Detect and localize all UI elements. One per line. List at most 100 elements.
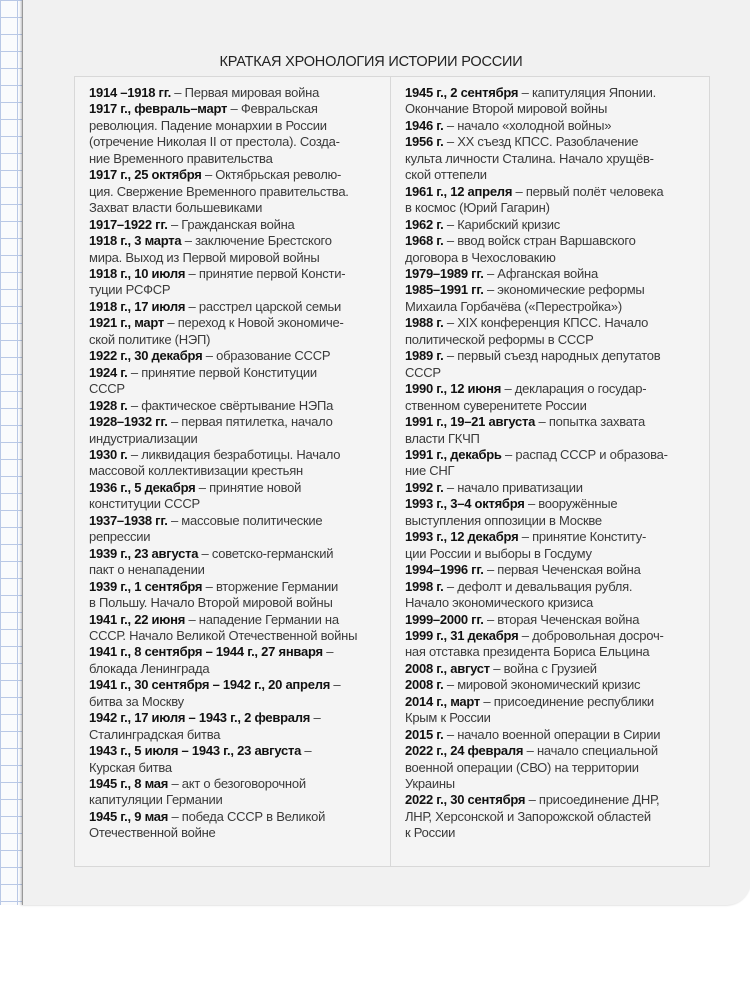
entry-text: – Сталинградская битва [89, 710, 321, 742]
page-title: КРАТКАЯ ХРОНОЛОГИЯ ИСТОРИИ РОССИИ [219, 54, 523, 70]
chronology-entry: 1943 г., 5 июля – 1943 г., 23 августа – … [89, 743, 389, 776]
chronology-entry: 1945 г., 2 сентября – капитуляция Японии… [405, 85, 705, 118]
entry-text: – распад СССР и образова- ние СНГ [405, 446, 668, 479]
entry-date: 1990 г., 12 июня [405, 381, 502, 397]
chronology-entry: 1921 г., март – переход к Новой экономич… [89, 315, 389, 348]
chronology-entry: 1918 г., 10 июля – принятие первой Конст… [89, 266, 389, 299]
chronology-entry: 1941 г., 22 июня – нападение Германии на… [89, 612, 389, 645]
chronology-entry: 1979–1989 гг. – Афганская война [405, 266, 705, 282]
chronology-entry: 1989 г. – первый съезд народных депутато… [405, 348, 705, 381]
entry-date: 1989 г. [405, 348, 444, 364]
entry-date: 1943 г., 5 июля – 1943 г., 23 августа [89, 743, 302, 759]
entry-text: – заключение Брестского мира. Выход из П… [89, 233, 332, 265]
entry-date: 1994–1996 гг. [405, 562, 484, 578]
entry-text: – первая Чеченская война [483, 562, 641, 578]
entry-date: 1956 г. [405, 134, 444, 150]
entry-text: – война с Грузией [489, 660, 597, 676]
entry-text: – первая пятилетка, начало индустриализа… [89, 414, 333, 446]
entry-date: 2022 г., 24 февраля [405, 743, 524, 759]
entry-text: – Карибский кризис [443, 216, 561, 232]
entry-text: – капитуляция Японии. Окончание Второй м… [405, 85, 656, 117]
entry-date: 1918 г., 17 июля [89, 298, 186, 314]
chronology-entry: 1992 г. – начало приватизации [405, 480, 705, 496]
chronology-entry: 1917 г., 25 октября – Октябрьская револю… [89, 167, 389, 216]
chronology-entry: 1917 г., февраль–март – Февральская рево… [89, 101, 389, 167]
entry-text: – декларация о государ- ственном суверен… [405, 381, 647, 413]
chronology-entry: 1945 г., 8 мая – акт о безоговорочной ка… [89, 776, 389, 809]
entry-text: – ввод войск стран Варшавского договора … [405, 233, 636, 265]
chronology-entry: 1993 г., 12 декабря – принятие Конститу-… [405, 529, 705, 562]
entry-date: 1917 г., 25 октября [89, 167, 202, 183]
entry-date: 1961 г., 12 апреля [405, 183, 513, 199]
chronology-entry: 1939 г., 23 августа – советско-германски… [89, 546, 389, 579]
entry-date: 1942 г., 17 июля – 1943 г., 2 февраля [89, 710, 311, 726]
entry-date: 1914 –1918 гг. [89, 85, 171, 100]
entry-date: 1937–1938 гг. [89, 512, 168, 528]
entry-date: 1918 г., 10 июля [89, 265, 186, 281]
entry-date: 1985–1991 гг. [405, 282, 484, 298]
entry-date: 2022 г., 30 сентября [405, 792, 526, 808]
entry-date: 1991 г., декабрь [405, 446, 502, 462]
entry-date: 1939 г., 1 сентября [89, 578, 203, 594]
entry-text: – первый съезд народных депутатов СССР [405, 348, 661, 380]
entry-date: 1941 г., 22 июня [89, 611, 186, 627]
chronology-entry: 1924 г. – принятие первой Конституции СС… [89, 365, 389, 398]
entry-text: – принятие первой Конституции СССР [89, 364, 317, 397]
entry-text: – добровольная досроч- ная отставка през… [405, 627, 664, 660]
entry-text: – расстрел царской семьи [185, 298, 342, 314]
right-column: 1945 г., 2 сентября – капитуляция Японии… [405, 85, 705, 842]
entry-text: – переход к Новой экономиче- ской полити… [89, 315, 344, 347]
entry-date: 1991 г., 19–21 августа [405, 414, 536, 430]
chronology-entry: 1962 г. – Карибский кризис [405, 217, 705, 233]
entry-date: 1998 г. [405, 578, 444, 594]
entry-text: – начало специальной военной операции (С… [405, 743, 658, 792]
entry-date: 1922 г., 30 декабря [89, 348, 203, 364]
chronology-entry: 1991 г., 19–21 августа – попытка захвата… [405, 414, 705, 447]
entry-date: 1921 г., март [89, 315, 165, 331]
entry-text: – дефолт и девальвация рубля. Начало эко… [405, 578, 633, 611]
entry-text: – массовые политические репрессии [89, 512, 323, 545]
entry-date: 1992 г. [405, 479, 444, 495]
chronology-entry: 1999 г., 31 декабря – добровольная досро… [405, 628, 705, 661]
entry-text: – присоединение ДНР, ЛНР, Херсонской и З… [405, 792, 660, 841]
entry-date: 2015 г. [405, 726, 444, 742]
entry-date: 1917 г., февраль–март [89, 101, 228, 117]
entry-text: – присоединение республики Крым к России [405, 693, 654, 726]
entry-date: 1936 г., 5 декабря [89, 479, 196, 495]
entry-text: – Курская битва [89, 743, 312, 775]
chronology-entry: 2008 г. – мировой экономический кризис [405, 677, 705, 693]
entry-text: – Гражданская война [167, 216, 295, 232]
column-divider [390, 77, 391, 866]
chronology-entry: 1991 г., декабрь – распад СССР и образов… [405, 447, 705, 480]
chronology-entry: 1914 –1918 гг. – Первая мировая война [89, 85, 389, 101]
entry-date: 1941 г., 30 сентября – 1942 г., 20 апрел… [89, 677, 331, 693]
entry-text: – Первая мировая война [170, 85, 320, 100]
chronology-entry: 1985–1991 гг. – экономические реформы Ми… [405, 282, 705, 315]
entry-text: – XX съезд КПСС. Разоблачение культа лич… [405, 134, 654, 183]
chronology-entry: 1945 г., 9 мая – победа СССР в Великой О… [89, 809, 389, 842]
entry-text: – битва за Москву [89, 677, 341, 709]
entry-text: – принятие новой конституции СССР [89, 479, 302, 512]
entry-text: – принятие Конститу- ции России и выборы… [405, 529, 647, 561]
entry-text: – Октябрьская револю- ция. Свержение Вре… [89, 167, 349, 216]
chronology-entry: 2014 г., март – присоединение республики… [405, 694, 705, 727]
chronology-entry: 1928 г. – фактическое свёртывание НЭПа [89, 398, 389, 414]
entry-date: 1917–1922 гг. [89, 216, 168, 232]
entry-date: 1939 г., 23 августа [89, 545, 199, 561]
chronology-entry: 1918 г., 3 марта – заключение Брестского… [89, 233, 389, 266]
entry-date: 1941 г., 8 сентября – 1944 г., 27 января [89, 644, 323, 660]
entry-date: 1968 г. [405, 233, 444, 249]
entry-date: 1924 г. [89, 364, 128, 380]
entry-date: 1999–2000 гг. [405, 611, 484, 627]
entry-text: – вооружённые выступления оппозиции в Мо… [405, 496, 618, 528]
entry-text: – попытка захвата власти ГКЧП [405, 414, 645, 446]
chronology-entry: 1994–1996 гг. – первая Чеченская война [405, 562, 705, 578]
entry-date: 2014 г., март [405, 693, 481, 709]
chronology-entry: 2008 г., август – война с Грузией [405, 661, 705, 677]
entry-date: 1962 г. [405, 216, 444, 232]
chronology-entry: 1937–1938 гг. – массовые политические ре… [89, 513, 389, 546]
entry-text: – нападение Германии на СССР. Начало Вел… [89, 611, 358, 643]
entry-text: – Февральская революция. Падение монархи… [89, 101, 340, 166]
entry-date: 1928–1932 гг. [89, 414, 168, 430]
entry-text: – блокада Ленинграда [89, 644, 334, 676]
